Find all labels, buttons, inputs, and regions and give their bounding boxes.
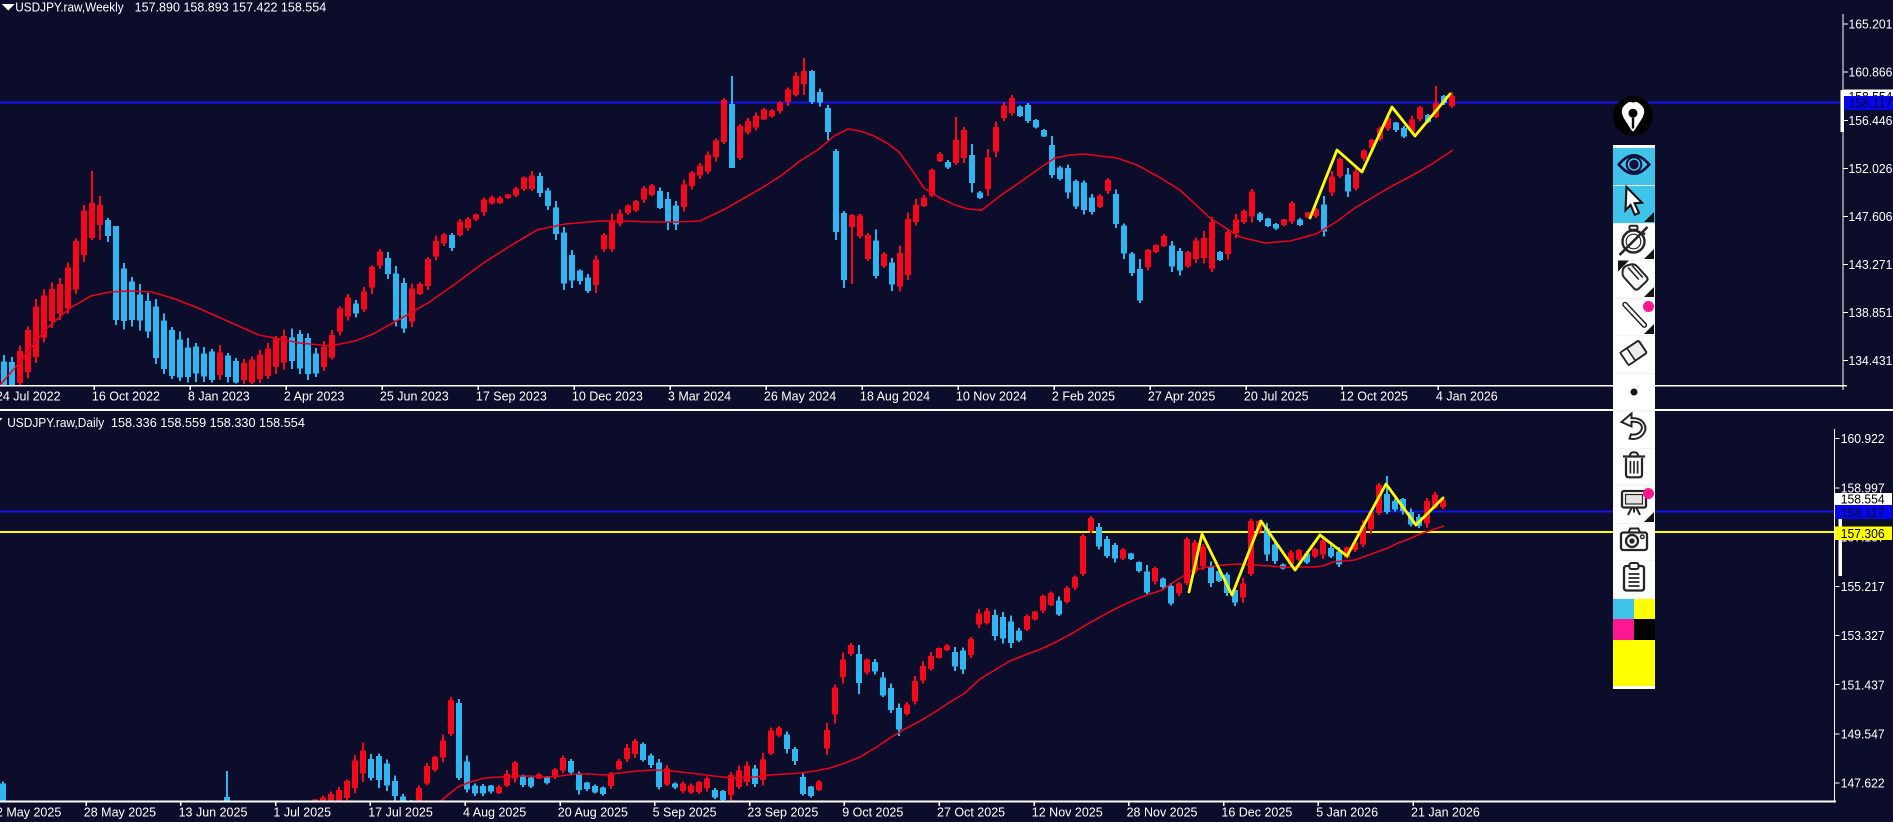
svg-text:27 Apr 2025: 27 Apr 2025 [1148, 390, 1215, 404]
svg-text:158.117: 158.117 [1849, 96, 1893, 111]
svg-text:12 May 2025: 12 May 2025 [0, 806, 61, 820]
svg-text:10 Dec 2023: 10 Dec 2023 [572, 390, 643, 404]
svg-text:138.851: 138.851 [1849, 305, 1893, 320]
svg-text:13 Jun 2025: 13 Jun 2025 [179, 806, 248, 820]
svg-text:16 Dec 2025: 16 Dec 2025 [1221, 806, 1292, 820]
svg-text:23 Sep 2025: 23 Sep 2025 [747, 806, 818, 820]
svg-text:1 Jul 2025: 1 Jul 2025 [273, 806, 331, 820]
svg-text:20 Jul 2025: 20 Jul 2025 [1244, 390, 1309, 404]
svg-text:134.431: 134.431 [1849, 353, 1893, 368]
svg-text:5 Jan 2026: 5 Jan 2026 [1316, 806, 1378, 820]
svg-text:17 Sep 2023: 17 Sep 2023 [476, 390, 547, 404]
svg-text:12 Nov 2025: 12 Nov 2025 [1032, 806, 1103, 820]
svg-text:21 Jan 2026: 21 Jan 2026 [1411, 806, 1480, 820]
svg-text:3 Mar 2024: 3 Mar 2024 [668, 390, 731, 404]
svg-text:12 Oct 2025: 12 Oct 2025 [1340, 390, 1408, 404]
svg-text:USDJPY.raw,Weekly: USDJPY.raw,Weekly [15, 1, 124, 15]
svg-text:152.026: 152.026 [1849, 161, 1893, 176]
svg-text:9 Oct 2025: 9 Oct 2025 [842, 806, 903, 820]
svg-text:20 Aug 2025: 20 Aug 2025 [558, 806, 628, 820]
svg-text:143.271: 143.271 [1849, 257, 1893, 272]
svg-text:155.217: 155.217 [1841, 579, 1885, 594]
svg-text:158.554: 158.554 [1841, 492, 1885, 507]
svg-text:5 Sep 2025: 5 Sep 2025 [653, 806, 717, 820]
svg-text:156.446: 156.446 [1849, 113, 1893, 128]
svg-text:2 Apr 2023: 2 Apr 2023 [284, 390, 345, 404]
svg-text:158.997: 158.997 [1841, 481, 1885, 496]
svg-text:10 Nov 2024: 10 Nov 2024 [956, 390, 1027, 404]
svg-text:26 May 2024: 26 May 2024 [764, 390, 836, 404]
svg-text:165.201: 165.201 [1849, 17, 1893, 32]
svg-text:28 Nov 2025: 28 Nov 2025 [1127, 806, 1198, 820]
svg-text:153.327: 153.327 [1841, 628, 1885, 643]
svg-text:USDJPY.raw,Daily: USDJPY.raw,Daily [7, 416, 105, 430]
svg-text:8 Jan 2023: 8 Jan 2023 [188, 390, 250, 404]
svg-text:147.606: 147.606 [1849, 209, 1893, 224]
svg-text:147.622: 147.622 [1841, 776, 1885, 791]
svg-text:4 Jan 2026: 4 Jan 2026 [1436, 390, 1498, 404]
svg-text:24 Jul 2022: 24 Jul 2022 [0, 390, 61, 404]
svg-text:158.117: 158.117 [1841, 505, 1885, 520]
svg-text:160.866: 160.866 [1849, 65, 1893, 80]
svg-text:25 Jun 2023: 25 Jun 2023 [380, 390, 449, 404]
svg-text:16 Oct 2022: 16 Oct 2022 [92, 390, 160, 404]
svg-text:27 Oct 2025: 27 Oct 2025 [937, 806, 1005, 820]
svg-text:28 May 2025: 28 May 2025 [84, 806, 156, 820]
svg-text:149.547: 149.547 [1841, 727, 1885, 742]
svg-text:17 Jul 2025: 17 Jul 2025 [368, 806, 433, 820]
svg-text:2 Feb 2025: 2 Feb 2025 [1052, 390, 1115, 404]
svg-text:18 Aug 2024: 18 Aug 2024 [860, 390, 930, 404]
svg-text:157.306: 157.306 [1841, 526, 1885, 541]
svg-text:157.890 158.893 157.422 158.55: 157.890 158.893 157.422 158.554 [135, 1, 327, 15]
svg-text:158.336 158.559 158.330 158.55: 158.336 158.559 158.330 158.554 [111, 416, 305, 430]
svg-text:151.437: 151.437 [1841, 677, 1885, 692]
svg-text:160.922: 160.922 [1841, 431, 1885, 446]
svg-text:4 Aug 2025: 4 Aug 2025 [463, 806, 526, 820]
